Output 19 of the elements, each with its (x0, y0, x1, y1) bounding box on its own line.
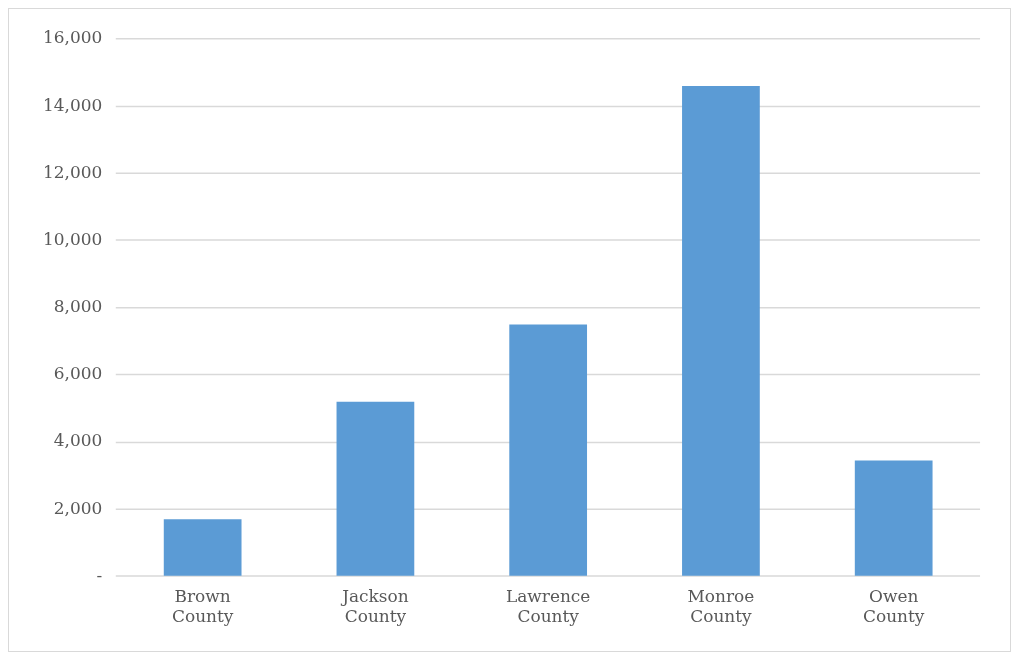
bar (682, 85, 760, 576)
x-tick-label: Jackson County (340, 585, 409, 627)
y-tick-label: 6,000 (53, 363, 103, 384)
y-tick-label: 10,000 (43, 228, 103, 249)
y-tick-label: 12,000 (43, 161, 103, 182)
x-tick-label: Owen County (862, 585, 925, 627)
y-tick-label: 16,000 (43, 27, 103, 48)
y-tick-label: 14,000 (43, 94, 103, 115)
bar (509, 324, 588, 576)
x-tick-label: Monroe County (687, 585, 755, 627)
y-tick-label: - (96, 564, 103, 585)
y-tick-label: 4,000 (53, 430, 103, 451)
y-tick-label: 2,000 (53, 497, 103, 518)
x-tick-label: Brown County (171, 585, 234, 627)
x-tick-label: Lawrence County (505, 585, 591, 627)
bar (854, 460, 933, 576)
y-tick-label: 8,000 (53, 296, 103, 317)
bar (336, 401, 415, 576)
bar (163, 519, 242, 576)
